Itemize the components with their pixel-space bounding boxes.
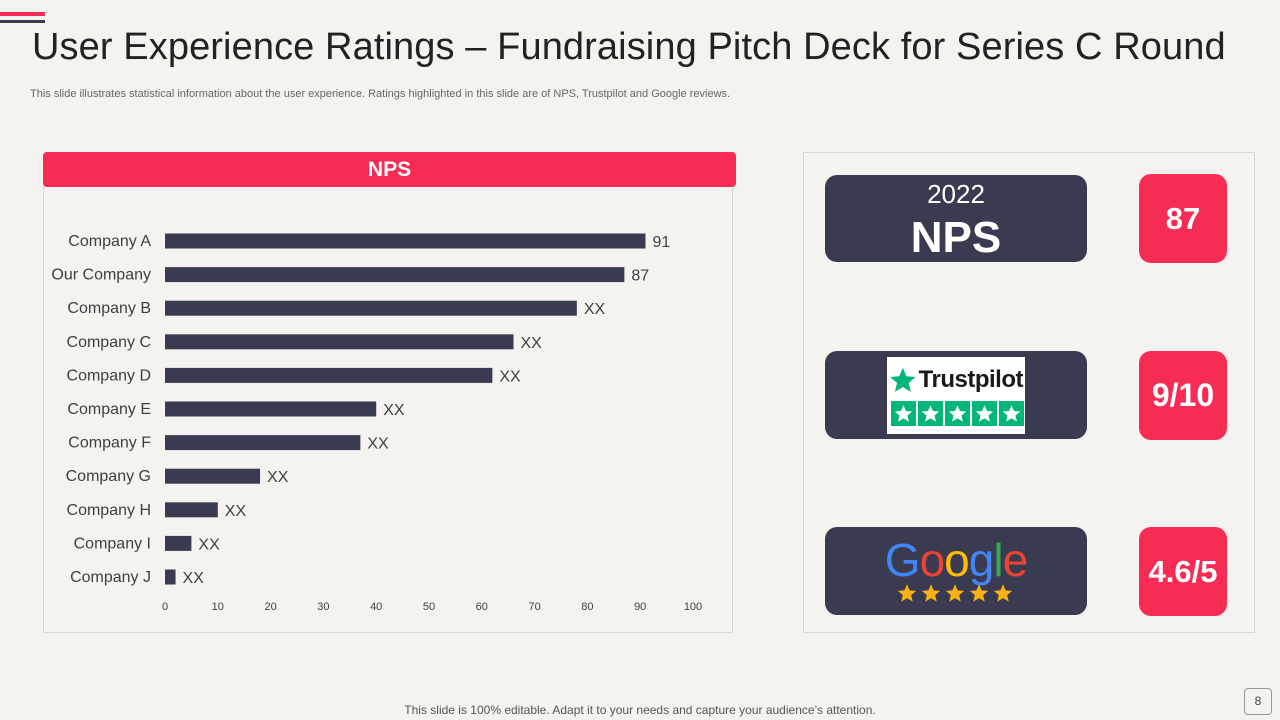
trustpilot-star-icon: [891, 401, 916, 426]
nps-card: 2022 NPS: [825, 175, 1087, 262]
data-label: XX: [198, 536, 220, 553]
category-label: Company J: [70, 569, 151, 586]
google-logo: Google: [825, 533, 1087, 587]
page-number: 8: [1244, 688, 1272, 715]
google-star-icon: [897, 584, 917, 602]
google-card: Google: [825, 527, 1087, 615]
ratings-panel: [803, 152, 1255, 633]
category-label: Company C: [67, 334, 151, 351]
google-logo-letter: e: [1002, 534, 1029, 586]
google-logo-letter: g: [968, 534, 995, 586]
category-label: Company D: [67, 367, 151, 384]
x-tick-label: 80: [581, 601, 593, 613]
google-logo-letter: G: [884, 534, 921, 586]
chart-title: NPS: [43, 152, 736, 187]
category-label: Company A: [68, 233, 151, 250]
bar: [165, 401, 377, 417]
google-star-icon: [969, 584, 989, 602]
page-title: User Experience Ratings – Fundraising Pi…: [32, 26, 1226, 68]
google-stars: [897, 583, 1013, 603]
bar: [165, 468, 261, 484]
bar: [165, 569, 176, 585]
bar: [165, 502, 218, 518]
x-tick-label: 10: [212, 601, 224, 613]
x-tick-label: 100: [684, 601, 702, 613]
google-score: 4.6/5: [1139, 527, 1227, 616]
trustpilot-star-icon: [890, 367, 916, 392]
google-logo-letter: l: [993, 534, 1003, 586]
trustpilot-brand-text: Trustpilot: [918, 366, 1024, 393]
bar: [165, 300, 577, 316]
accent-bar-dark: [0, 20, 45, 23]
x-tick-label: 70: [528, 601, 540, 613]
data-label: XX: [520, 335, 542, 352]
bar: [165, 334, 514, 350]
x-tick-label: 60: [476, 601, 488, 613]
data-label: XX: [183, 570, 205, 587]
bar: [165, 535, 192, 551]
trustpilot-brand: Trustpilot: [889, 363, 1024, 397]
category-label: Company B: [67, 300, 151, 317]
trustpilot-logo: Trustpilot: [887, 357, 1025, 434]
google-logo-letter: o: [919, 534, 946, 586]
trustpilot-score: 9/10: [1139, 351, 1227, 440]
data-label: XX: [225, 503, 247, 520]
google-star-icon: [921, 584, 941, 602]
category-label: Company I: [74, 535, 151, 552]
category-label: Company F: [68, 435, 151, 452]
nps-label: NPS: [910, 213, 1002, 262]
bar: [165, 435, 361, 451]
bar: [165, 367, 493, 383]
category-label: Company H: [67, 502, 151, 519]
trustpilot-star-icon: [999, 401, 1024, 426]
x-tick-label: 90: [634, 601, 646, 613]
data-label: 87: [631, 268, 649, 285]
data-label: XX: [584, 301, 606, 318]
nps-year: 2022: [927, 179, 985, 209]
google-star-icon: [945, 584, 965, 602]
category-label: Company G: [66, 468, 151, 485]
x-tick-label: 0: [162, 601, 168, 613]
trustpilot-stars: [891, 401, 1024, 426]
x-tick-label: 40: [370, 601, 382, 613]
category-label: Company E: [67, 401, 151, 418]
category-label: Our Company: [51, 267, 151, 284]
data-label: XX: [499, 368, 521, 385]
trustpilot-star-icon: [972, 401, 997, 426]
data-label: XX: [383, 402, 405, 419]
trustpilot-card: Trustpilot: [825, 351, 1087, 439]
footer-note: This slide is 100% editable. Adapt it to…: [404, 703, 876, 717]
bar: [165, 233, 646, 249]
page-subtitle: This slide illustrates statistical infor…: [30, 88, 731, 100]
google-logo-letter: o: [944, 534, 970, 586]
bar: [165, 267, 625, 283]
x-tick-label: 20: [264, 601, 276, 613]
trustpilot-star-icon: [918, 401, 943, 426]
data-label: 91: [652, 234, 670, 251]
data-label: XX: [267, 469, 289, 486]
data-label: XX: [367, 436, 389, 453]
google-star-icon: [993, 584, 1013, 602]
trustpilot-star-icon: [945, 401, 970, 426]
x-tick-label: 50: [423, 601, 435, 613]
x-tick-label: 30: [317, 601, 329, 613]
accent-bar-red: [0, 12, 45, 16]
nps-score: 87: [1139, 174, 1227, 263]
